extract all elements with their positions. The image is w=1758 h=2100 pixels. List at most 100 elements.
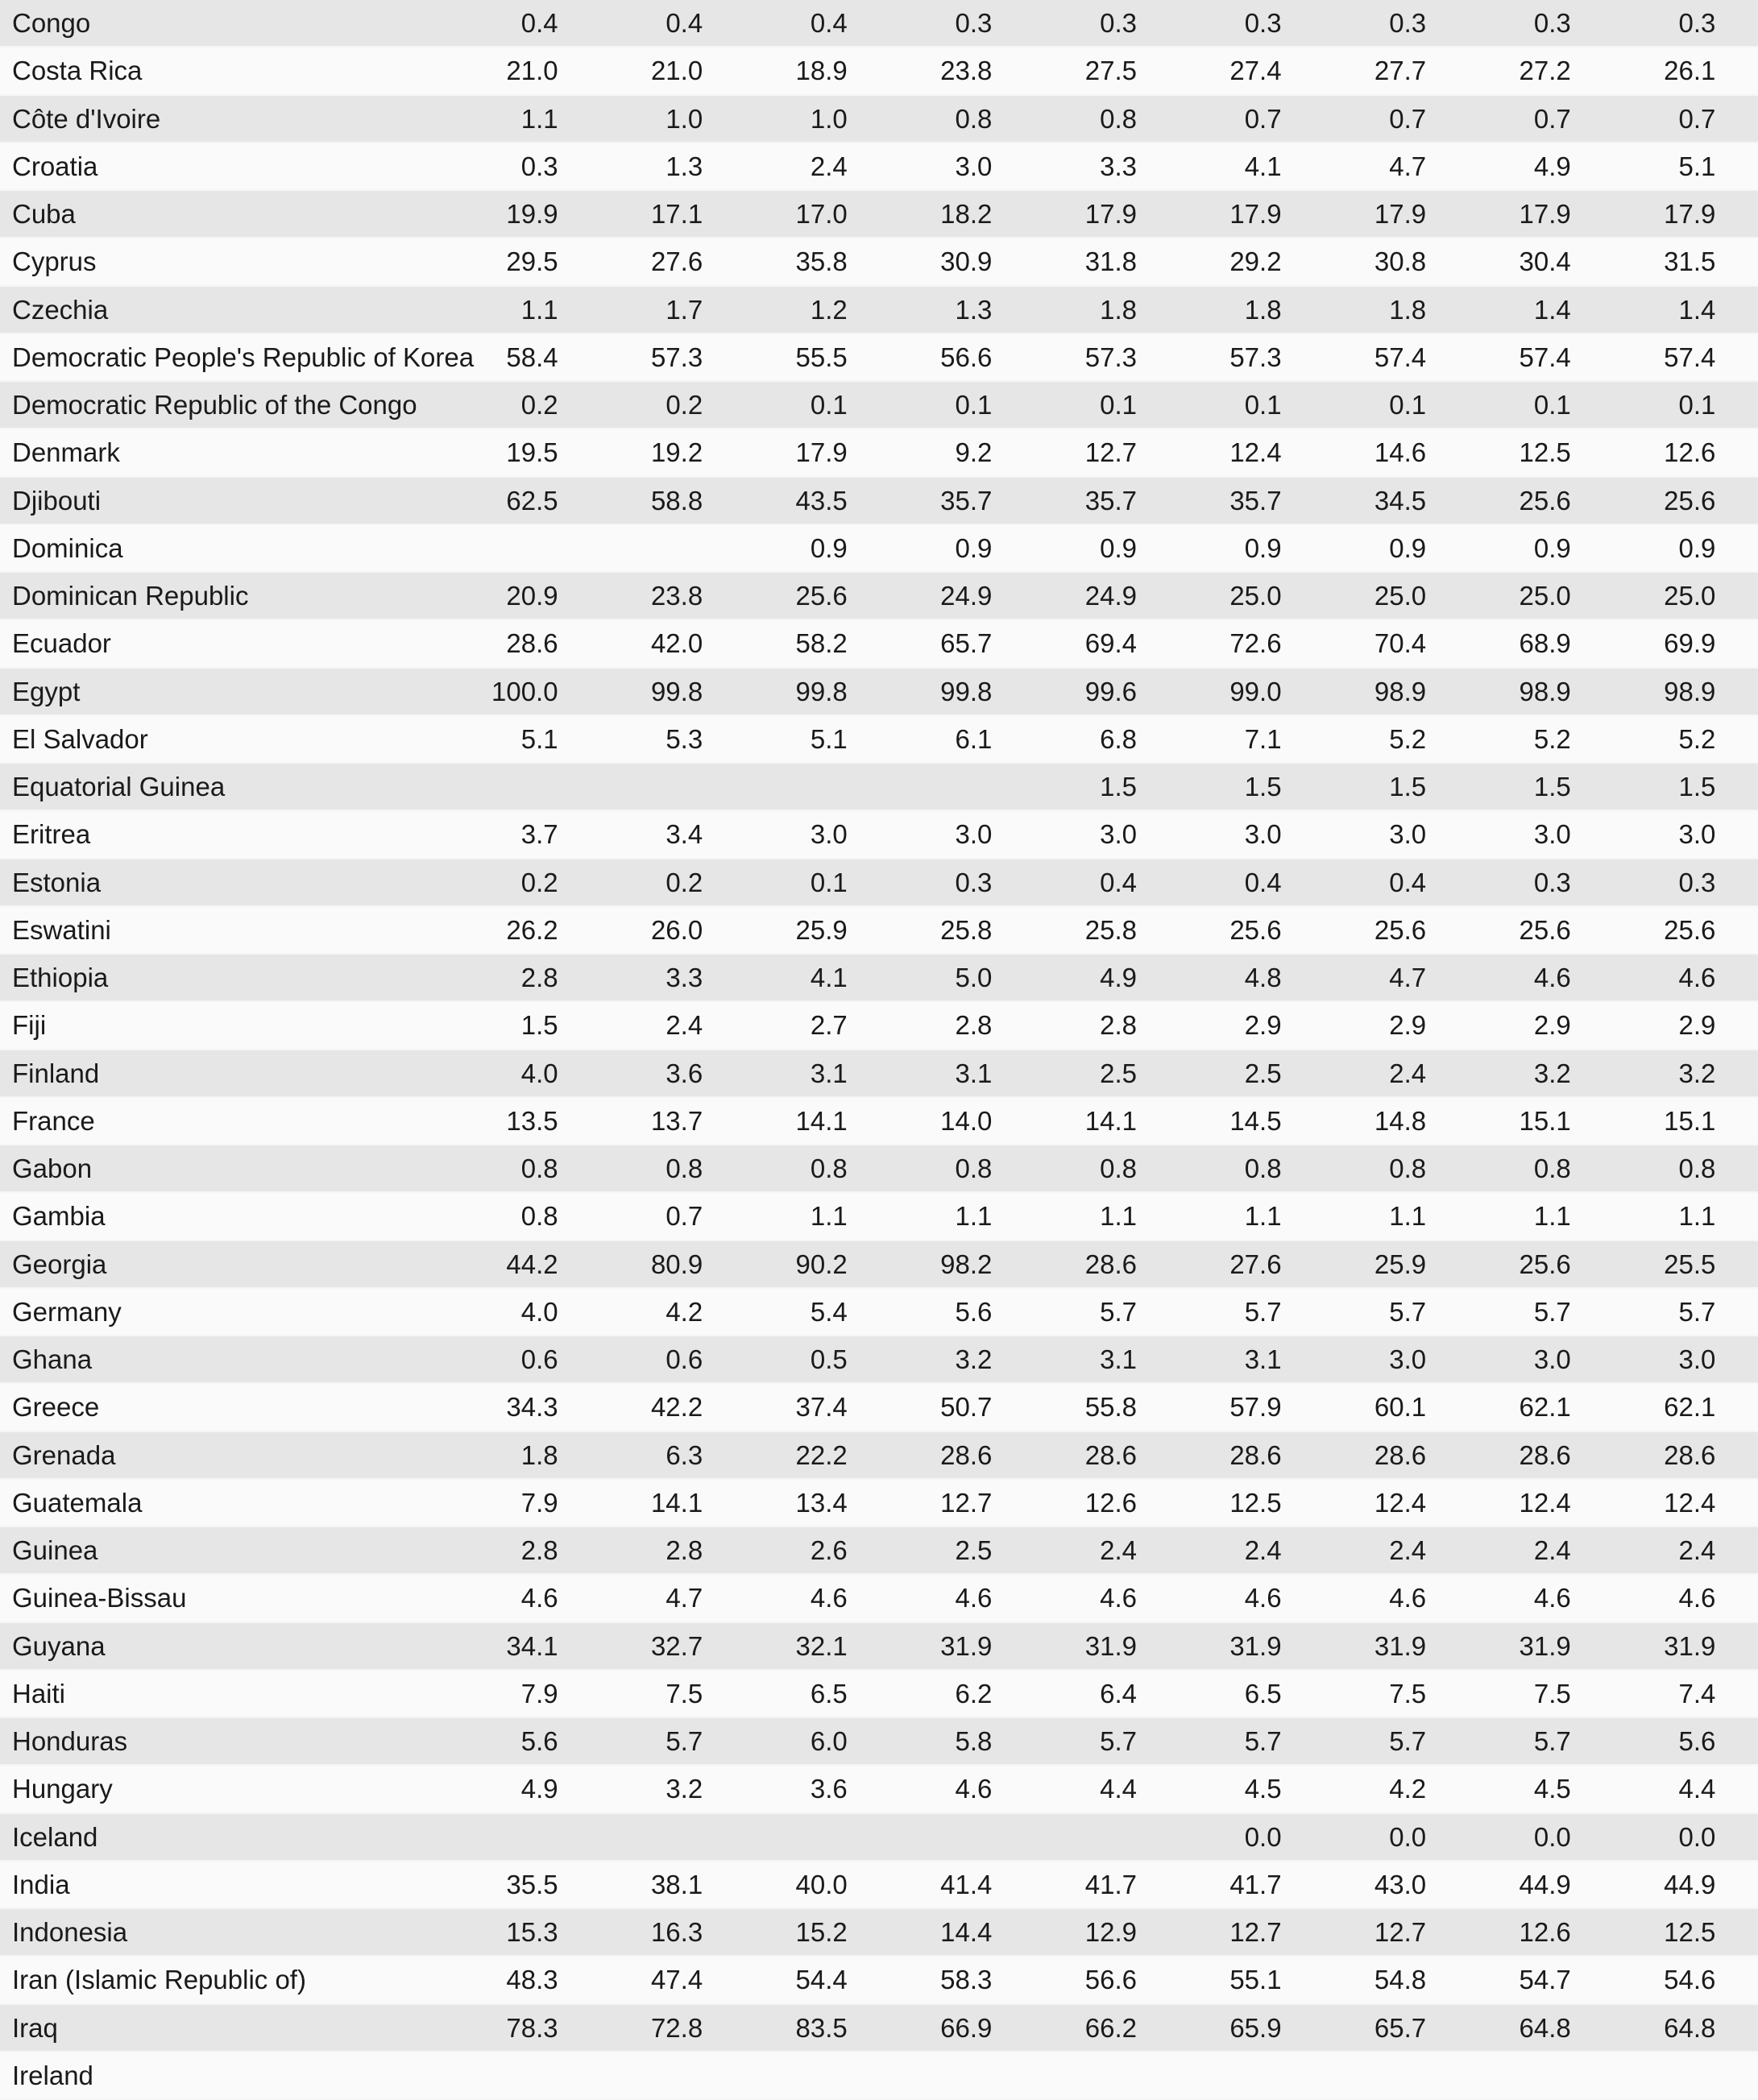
table-row: Cyprus 29.5 27.6 35.8 30.9 31.8 29.2 30.8 30.4 31… (0, 238, 1758, 287)
country-label: Djibouti (12, 485, 102, 516)
value-cell: 25.6 (1374, 914, 1427, 945)
value-cell: 31.8 (1084, 246, 1137, 277)
value-cell: 2.4 (1389, 1058, 1427, 1088)
value-cell: 12.4 (1374, 1487, 1427, 1518)
value-cell: 27.4 (1229, 56, 1282, 86)
value-cell: 0.8 (955, 1154, 993, 1184)
value-cell: 4.6 (1389, 1583, 1427, 1613)
value-cell: 22.2 (795, 1439, 848, 1470)
value-cell: 56.6 (1084, 1965, 1137, 1995)
value-cell: 1.1 (1389, 1201, 1427, 1232)
value-cell: 0.8 (1678, 1154, 1716, 1184)
value-cell: 0.1 (1244, 390, 1282, 420)
value-cell: 4.6 (1533, 963, 1571, 993)
value-cell: 54.6 (1664, 1965, 1716, 1995)
value-cell: 54.8 (1374, 1965, 1427, 1995)
value-cell: 9.2 (955, 437, 993, 468)
value-cell: 3.1 (1244, 1344, 1282, 1375)
value-cell: 4.9 (1100, 963, 1137, 993)
value-cell: 12.5 (1664, 1917, 1716, 1948)
value-cell: 0.8 (1100, 103, 1137, 134)
value-cell: 4.8 (1244, 963, 1282, 993)
value-cell: 57.3 (650, 342, 703, 372)
country-label: Estonia (12, 867, 102, 897)
value-cell: 5.7 (1533, 1726, 1571, 1757)
value-cell: 19.5 (506, 437, 558, 468)
value-cell: 5.3 (665, 723, 703, 754)
country-label: Ethiopia (12, 963, 109, 993)
value-cell: 4.5 (1533, 1774, 1571, 1804)
value-cell: 1.3 (665, 151, 703, 181)
value-cell: 98.9 (1664, 676, 1716, 706)
value-cell: 25.6 (795, 581, 848, 611)
value-cell: 4.6 (810, 1583, 848, 1613)
value-cell: 6.0 (810, 1726, 848, 1757)
table-row: Croatia 0.3 1.3 2.4 3.0 3.3 4.1 4.7 4.9 5.1 (0, 143, 1758, 191)
value-cell: 0.8 (665, 1154, 703, 1184)
country-label: Iran (Islamic Republic of) (12, 1965, 306, 1995)
value-cell: 37.4 (795, 1392, 848, 1423)
value-cell: 25.6 (1519, 914, 1571, 945)
value-cell: 18.9 (795, 56, 848, 86)
value-cell: 25.8 (940, 914, 993, 945)
value-cell: 64.8 (1664, 2012, 1716, 2043)
value-cell: 99.8 (650, 676, 703, 706)
value-cell: 2.6 (810, 1535, 848, 1566)
value-cell: 13.7 (650, 1105, 703, 1136)
value-cell: 3.3 (1100, 151, 1137, 181)
country-label: Grenada (12, 1439, 116, 1470)
value-cell: 0.8 (1244, 1154, 1282, 1184)
value-cell: 5.2 (1389, 723, 1427, 754)
value-cell: 3.1 (955, 1058, 993, 1088)
value-cell: 55.1 (1229, 1965, 1282, 1995)
value-cell: 48.3 (506, 1965, 558, 1995)
value-cell: 4.6 (1533, 1583, 1571, 1613)
value-cell: 1.8 (520, 1439, 558, 1470)
value-cell: 25.9 (795, 914, 848, 945)
value-cell: 5.7 (1100, 1296, 1137, 1327)
value-cell: 64.8 (1519, 2012, 1571, 2043)
country-label: Congo (12, 8, 91, 39)
value-cell: 28.6 (1084, 1439, 1137, 1470)
value-cell: 7.5 (1533, 1678, 1571, 1709)
value-cell: 0.3 (1678, 867, 1716, 897)
value-cell: 80.9 (650, 1249, 703, 1279)
value-cell: 4.2 (1389, 1774, 1427, 1804)
value-cell: 41.7 (1084, 1869, 1137, 1899)
value-cell: 1.4 (1533, 294, 1571, 325)
value-cell: 0.9 (1533, 532, 1571, 563)
value-cell: 14.0 (940, 1105, 993, 1136)
value-cell: 34.1 (506, 1630, 558, 1661)
value-cell: 15.1 (1519, 1105, 1571, 1136)
value-cell: 35.8 (795, 246, 848, 277)
country-label: Eswatini (12, 914, 111, 945)
value-cell: 5.6 (1678, 1726, 1716, 1757)
value-cell: 1.5 (1678, 772, 1716, 802)
value-cell: 15.1 (1664, 1105, 1716, 1136)
value-cell: 0.9 (1244, 532, 1282, 563)
value-cell: 0.0 (1533, 1821, 1571, 1852)
country-label: Costa Rica (12, 56, 143, 86)
value-cell: 6.4 (1100, 1678, 1137, 1709)
country-label: Guatemala (12, 1487, 143, 1518)
value-cell: 12.9 (1084, 1917, 1137, 1948)
table-row: Honduras 5.6 5.7 6.0 5.8 5.7 5.7 5.7 5.7 5.6 (0, 1718, 1758, 1767)
value-cell: 0.8 (520, 1154, 558, 1184)
country-label: Democratic People's Republic of Korea (12, 342, 475, 372)
value-cell: 14.8 (1374, 1105, 1427, 1136)
value-cell: 18.2 (940, 199, 993, 230)
table-row: Ecuador 28.6 42.0 58.2 65.7 69.4 72.6 70.4 68.9 6… (0, 620, 1758, 669)
value-cell: 2.4 (1244, 1535, 1282, 1566)
value-cell: 3.0 (1533, 819, 1571, 850)
table-row: Gambia 0.8 0.7 1.1 1.1 1.1 1.1 1.1 1.1 1.1 (0, 1193, 1758, 1241)
value-cell: 12.4 (1519, 1487, 1571, 1518)
value-cell: 12.5 (1519, 437, 1571, 468)
value-cell: 17.9 (1084, 199, 1137, 230)
country-label: Iraq (12, 2012, 58, 2043)
value-cell: 0.7 (1244, 103, 1282, 134)
value-cell: 5.7 (1678, 1296, 1716, 1327)
value-cell: 29.5 (506, 246, 558, 277)
value-cell: 0.7 (665, 1201, 703, 1232)
value-cell: 5.4 (810, 1296, 848, 1327)
value-cell: 17.9 (1664, 199, 1716, 230)
